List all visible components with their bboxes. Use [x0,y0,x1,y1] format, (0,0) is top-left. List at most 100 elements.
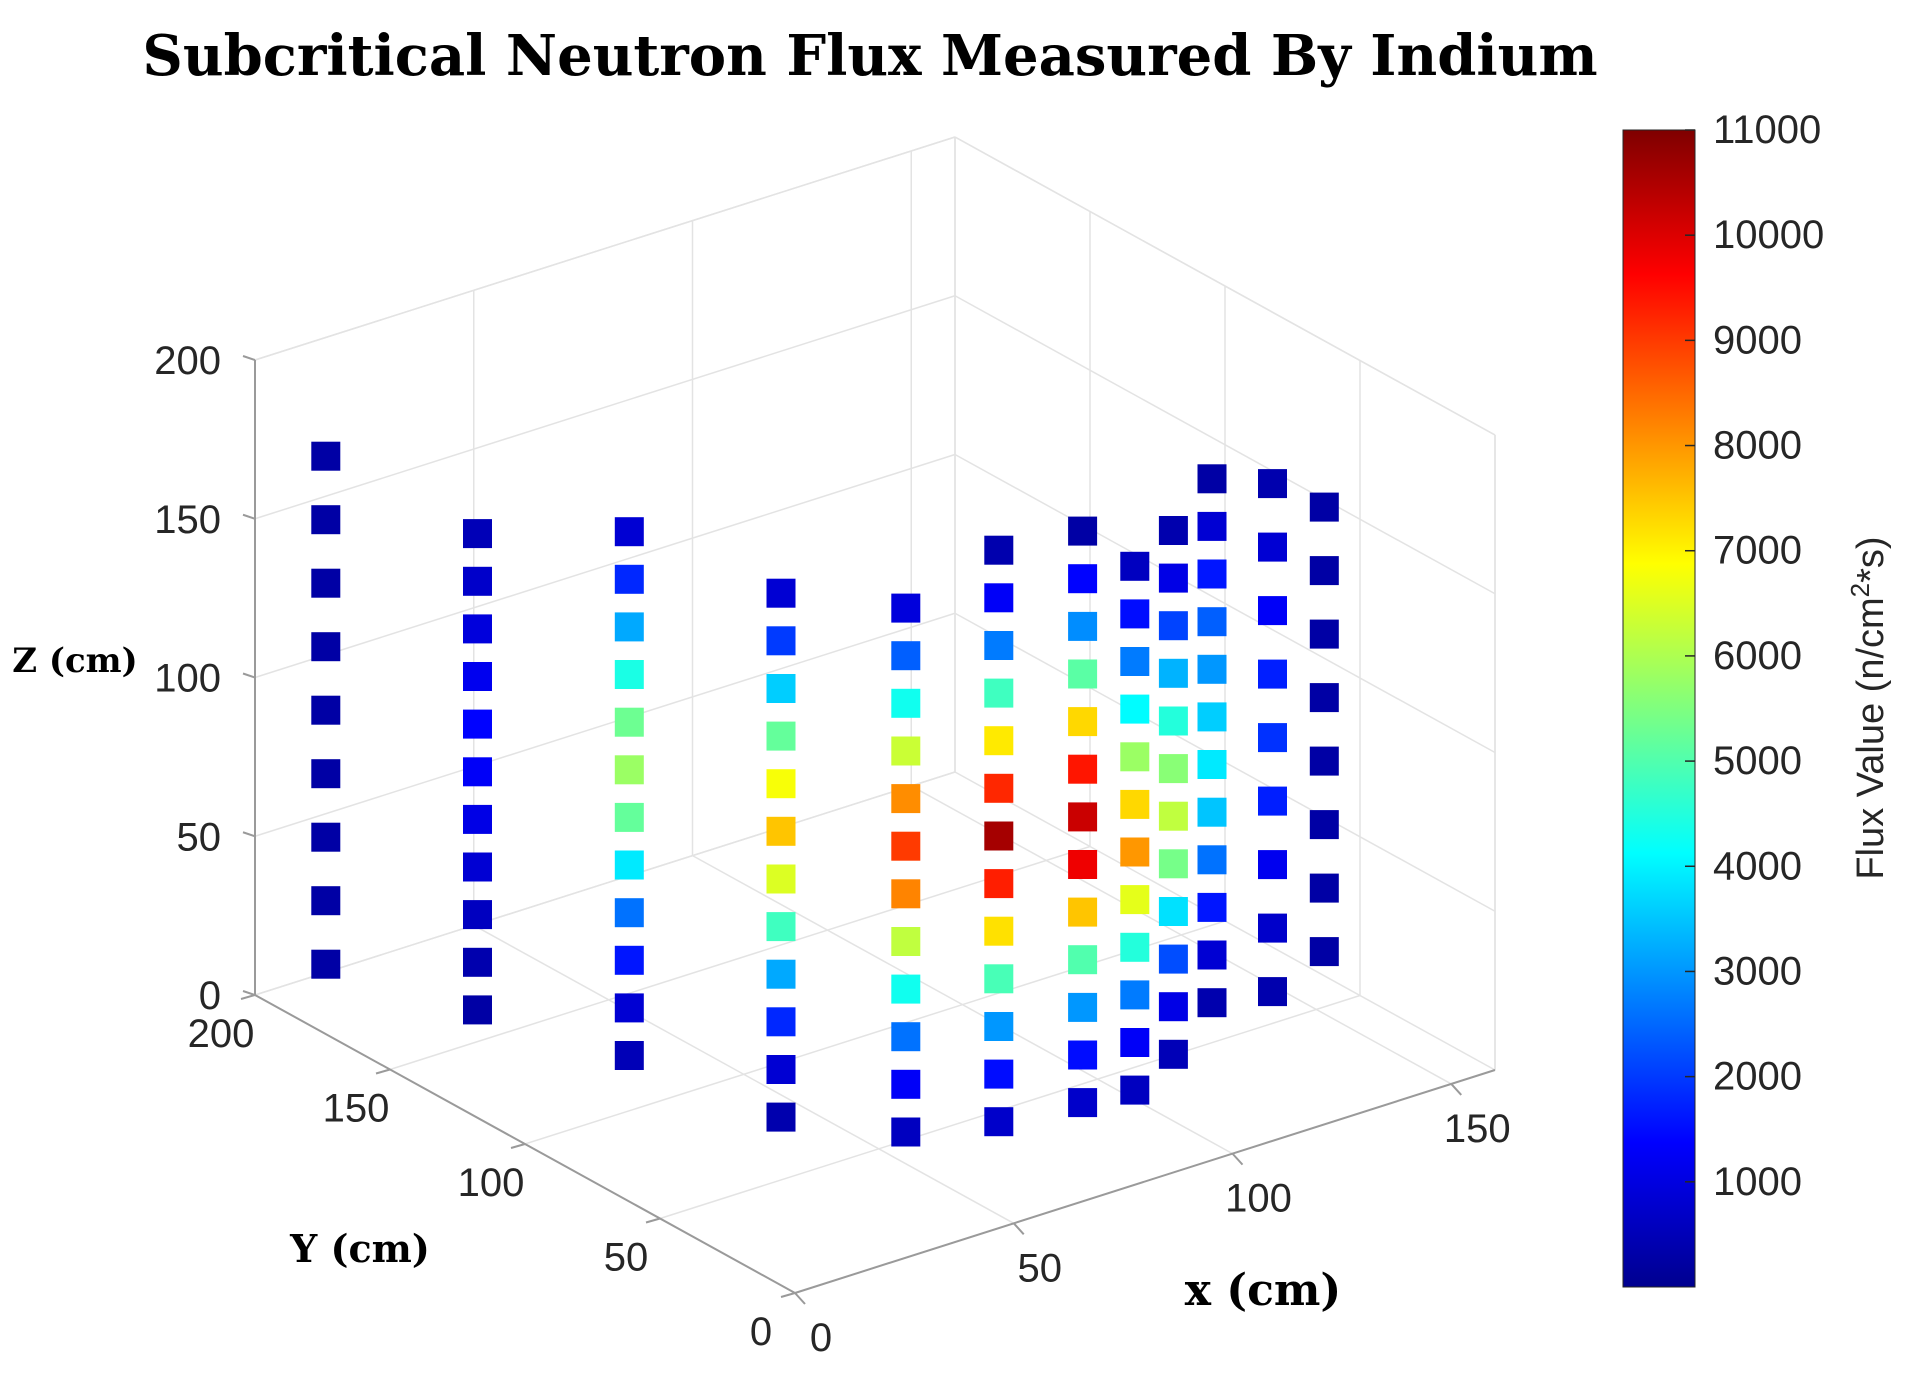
flux-point [1258,850,1287,880]
x-tick-label: 0 [810,1316,832,1360]
flux-point [766,1007,796,1037]
flux-point [766,578,796,608]
flux-point [311,568,341,598]
z-tick-label: 100 [154,657,221,701]
flux-point [311,632,341,662]
flux-point [463,852,492,882]
flux-point [1158,563,1188,593]
y-tick-label: 100 [458,1161,525,1205]
flux-point [614,850,644,880]
flux-point [984,583,1014,613]
flux-point [891,593,921,623]
flux-point [891,879,921,909]
z-tick-label: 50 [177,815,222,859]
colorbar-tick-label: 10000 [1713,213,1824,257]
flux-point [766,912,796,942]
flux-point [614,564,644,594]
z-tick-label: 200 [154,339,221,383]
flux-point [1258,659,1287,689]
flux-point [766,626,796,656]
x-tick-mark [794,1292,806,1305]
flux-point [891,736,921,766]
flux-point [1068,945,1098,975]
flux-point [891,831,921,861]
z-tick-mark [242,831,256,838]
flux-point [311,441,341,471]
x-tick-label: 50 [1018,1246,1063,1290]
flux-point [311,695,341,725]
colorbar-gradient [1622,129,1696,1288]
flux-point [614,660,644,689]
flux-point [1068,1040,1098,1070]
flux-point [1309,810,1339,840]
flux-point [311,949,341,979]
flux-point [984,726,1014,756]
y-tick-mark [645,1217,661,1224]
flux-point [1120,837,1150,867]
flux-point [614,612,644,642]
grid-line [524,920,1226,1145]
y-tick-mark [375,1068,391,1075]
y-tick-label: 50 [604,1236,649,1280]
z-tick-mark [242,355,256,361]
z-tick-mark [242,672,256,679]
colorbar: 1000 2000 3000 4000 5000 6000 7000 8000 9000 1000… [1622,108,1892,1288]
grid-line [254,612,956,837]
flux-point [1197,845,1227,875]
z-tick-label: 0 [199,974,221,1018]
flux-point [1068,1088,1098,1118]
flux-point [1197,940,1227,970]
flux-point [463,566,492,596]
flux-point [984,678,1014,708]
flux-point [1120,647,1150,676]
flux-point [1309,746,1339,776]
flux-point [1068,564,1098,594]
flux-point [1258,977,1287,1007]
flux-point [463,709,492,739]
y-tick-label: 0 [750,1310,772,1354]
z-tick-mark [242,990,256,996]
flux-point [766,674,796,703]
flux-point [1068,850,1098,879]
flux-point [1068,992,1098,1022]
flux-point [1258,786,1287,816]
grid-line [659,994,1361,1220]
flux-point [1120,885,1150,915]
chart-title: Subcritical Neutron Flux Measured By Ind… [142,23,1597,89]
box-edge [954,136,1496,436]
grid-line [254,295,956,520]
colorbar-label: Flux Value (n/cm2*s) [1845,536,1892,879]
colorbar-tick-label: 7000 [1713,529,1802,573]
flux-point [614,1041,644,1070]
y-tick-mark [240,994,256,1000]
grid-line [389,845,1091,1071]
flux-point [984,964,1014,994]
flux-point [311,759,341,789]
flux-point [766,721,796,751]
flux-point [1197,702,1227,732]
flux-point [1120,1028,1150,1057]
flux-point [1068,754,1098,784]
flux-point [311,886,341,916]
flux-point [1158,992,1188,1022]
flux-point [766,1055,796,1084]
colorbar-label-sup: 2 [1845,583,1875,597]
x-tick-mark [1013,1222,1025,1235]
flux-point [1068,897,1098,927]
grid-line [254,771,956,996]
flux-point [1158,801,1188,831]
flux-point [1068,659,1098,689]
flux-point [1120,1075,1150,1105]
flux-point [1197,654,1227,684]
flux-point [614,755,644,785]
flux-point [1158,849,1188,879]
x-axis-label: x (cm) [1185,1265,1342,1316]
flux-point [463,614,492,644]
flux-point [1158,516,1188,545]
flux-point [463,804,492,834]
flux-point [891,1069,921,1099]
grid-layer [254,136,1496,1294]
flux-point [1197,797,1227,827]
